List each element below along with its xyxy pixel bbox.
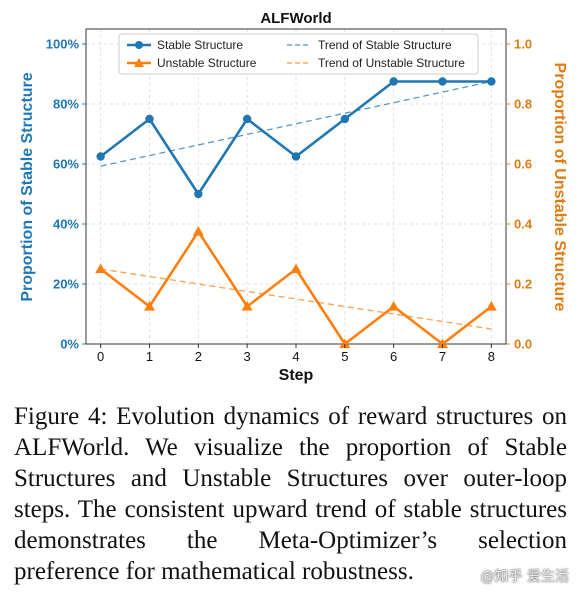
trend-line [100, 268, 492, 330]
trend-lines [100, 80, 492, 330]
legend-marker [134, 58, 144, 67]
grid [86, 29, 506, 345]
y-tick-left-label: 40% [53, 217, 79, 232]
data-point [290, 263, 302, 274]
data-point [242, 114, 252, 124]
x-tick-label: 3 [244, 349, 251, 364]
x-tick-label: 0 [97, 349, 104, 364]
data-point [339, 338, 351, 349]
data-point [389, 77, 398, 86]
line-chart: 0% 20% 40% 60% 80% 100% 0.0 0.2 0.4 0.6 0.8 1.0 0 1 2 3… [19, 10, 568, 384]
y-tick-right-label: 0.4 [514, 217, 533, 232]
y-tick-left-label: 0% [60, 337, 79, 352]
data-point [438, 77, 447, 86]
data-point [340, 114, 350, 124]
legend-box [118, 33, 479, 75]
y-tick-right-label: 1.0 [514, 37, 532, 52]
watermark: @知乎 爱生活 [480, 569, 569, 585]
x-axis-label: Step [279, 367, 314, 384]
legend-marker [135, 41, 143, 49]
x-tick-label: 5 [341, 349, 348, 364]
trend-line [100, 80, 492, 167]
data-point [291, 152, 301, 161]
y-tick-left-label: 100% [46, 37, 80, 52]
y-axis-label-left: Proportion of Stable Structure [19, 72, 36, 301]
y-tick-right-label: 0.8 [514, 97, 532, 112]
legend-label: Stable Structure [157, 38, 243, 52]
x-tick-label: 1 [146, 349, 153, 364]
legend-label: Trend of Stable Structure [318, 38, 452, 52]
y-tick-left-label: 60% [53, 157, 79, 172]
x-tick-label: 6 [390, 349, 397, 364]
y-tick-right-label: 0.6 [514, 157, 532, 172]
y-tick-right-label: 0.2 [514, 277, 532, 292]
data-point [388, 301, 400, 311]
x-tick-label: 8 [488, 349, 495, 364]
y-tick-right-label: 0.0 [514, 337, 532, 352]
y-tick-left-label: 80% [53, 97, 79, 112]
legend-label: Unstable Structure [157, 56, 257, 70]
x-tick-label: 7 [439, 349, 446, 364]
x-tick-label: 4 [292, 349, 299, 364]
data-point [95, 263, 107, 274]
data-point [145, 114, 154, 124]
y-tick-left-label: 20% [53, 277, 79, 292]
data-point [487, 77, 496, 86]
data-point [241, 301, 253, 311]
ticks: 0% 20% 40% 60% 80% 100% 0.0 0.2 0.4 0.6 0.8 1.0 0 1 2 3… [46, 37, 533, 365]
legend: Stable Structure Unstable Structure Trend … [118, 33, 479, 75]
figure-caption: Figure 4: Evolution dynamics of reward s… [14, 403, 567, 585]
data-point [437, 338, 449, 349]
x-tick-label: 2 [195, 349, 202, 364]
legend-label: Trend of Unstable Structure [318, 56, 465, 70]
chart-title: ALFWorld [260, 10, 331, 27]
data-point [96, 152, 105, 161]
series-lines [95, 77, 497, 349]
y-axis-label-right: Proportion of Unstable Structure [551, 63, 568, 312]
data-point [192, 226, 204, 236]
data-point [194, 189, 203, 199]
data-point [485, 301, 497, 311]
data-point [143, 301, 155, 311]
